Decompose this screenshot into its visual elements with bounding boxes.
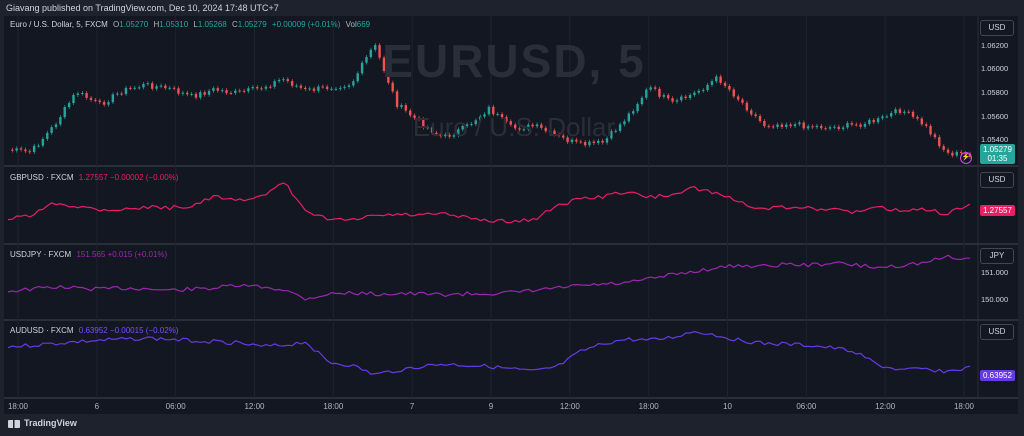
legend-close-label: C: [231, 20, 238, 29]
main-price-tick: 1.06000: [981, 64, 1009, 74]
time-label: 18:00: [7, 402, 29, 411]
usdjpy-tick-1: 151.000: [981, 268, 1009, 277]
time-label: 12:00: [244, 402, 265, 411]
time-label: 7: [409, 402, 415, 411]
time-label: 10: [723, 402, 732, 411]
last-price-badge: 1.05279 01:35: [980, 144, 1015, 164]
legend-volume-label: Vol: [345, 20, 357, 29]
gbpusd-legend[interactable]: GBPUSD · FXCM 1.27557 −0.00002 (−0.00%): [10, 173, 181, 182]
audusd-last-badge: 0.63952: [980, 370, 1015, 381]
tradingview-logo-icon: [8, 419, 20, 428]
time-label: 6: [94, 402, 100, 411]
legend-change: +0.00009 (+0.01%): [271, 20, 341, 29]
main-price-tick: 1.05600: [981, 111, 1009, 121]
legend-high-label: H: [153, 20, 160, 29]
main-legend[interactable]: Euro / U.S. Dollar, 5, FXCM O1.05270 H1.…: [10, 20, 373, 29]
gbpusd-line: [7, 182, 971, 224]
time-label: 18:00: [953, 402, 975, 411]
footer-brand: TradingView: [24, 418, 77, 428]
bar-countdown: 01:35: [987, 154, 1008, 163]
usdjpy-legend-name: USDJPY · FXCM: [10, 250, 72, 259]
chart-frame[interactable]: EURUSD, 5 Euro / U.S. Dollar Euro / U.S.…: [4, 16, 1018, 414]
main-price-tick: 1.06200: [981, 40, 1009, 50]
alert-icon[interactable]: ⚡: [960, 152, 972, 164]
main-price-tick: 1.05400: [981, 135, 1009, 145]
legend-low-label: L: [193, 20, 198, 29]
gbpusd-legend-name: GBPUSD · FXCM: [10, 173, 74, 182]
time-label: 06:00: [165, 402, 186, 411]
audusd-currency-button[interactable]: USD: [980, 324, 1014, 340]
symbol-watermark: EURUSD, 5: [382, 35, 646, 87]
main-price-tick: 1.05800: [981, 88, 1009, 98]
legend-low: 1.05268: [197, 20, 227, 29]
legend-open: 1.05270: [119, 20, 149, 29]
audusd-legend[interactable]: AUDUSD · FXCM 0.63952 −0.00015 (−0.02%): [10, 326, 181, 335]
published-header: Giavang published on TradingView.com, De…: [0, 0, 1024, 16]
legend-close: 1.05279: [237, 20, 267, 29]
gbpusd-legend-value: 1.27557 −0.00002 (−0.00%): [78, 173, 179, 182]
audusd-legend-value: 0.63952 −0.00015 (−0.02%): [78, 326, 179, 335]
time-label: 06:00: [796, 402, 817, 411]
time-label: 12:00: [875, 402, 896, 411]
usdjpy-line: [7, 254, 970, 301]
legend-volume: 669: [356, 20, 371, 29]
tradingview-footer[interactable]: TradingView: [8, 418, 77, 428]
legend-open-label: O: [113, 20, 120, 29]
time-label: 18:00: [323, 402, 344, 411]
usdjpy-currency-button[interactable]: JPY: [980, 248, 1014, 264]
chart-svg[interactable]: [4, 16, 1018, 400]
legend-high: 1.05310: [159, 20, 189, 29]
audusd-line: [7, 330, 971, 375]
main-currency-button[interactable]: USD: [980, 20, 1014, 36]
gbpusd-last-badge: 1.27557: [980, 205, 1015, 216]
last-price: 1.05279: [983, 145, 1012, 154]
time-label: 18:00: [638, 402, 659, 411]
time-label: 9: [488, 402, 494, 411]
time-label: 12:00: [559, 402, 580, 411]
usdjpy-legend[interactable]: USDJPY · FXCM 151.565 +0.015 (+0.01%): [10, 250, 170, 259]
audusd-legend-name: AUDUSD · FXCM: [10, 326, 74, 335]
main-legend-name: Euro / U.S. Dollar, 5, FXCM: [10, 20, 108, 29]
usdjpy-tick-2: 150.000: [981, 295, 1009, 304]
usdjpy-legend-value: 151.565 +0.015 (+0.01%): [76, 250, 168, 259]
symbol-description-watermark: Euro / U.S. Dollar: [412, 112, 616, 142]
gbpusd-currency-button[interactable]: USD: [980, 172, 1014, 188]
time-axis[interactable]: 18:00 6 06:00 12:00 18:00 7 9 12:00 18:00 10 06:00…: [4, 400, 1018, 414]
